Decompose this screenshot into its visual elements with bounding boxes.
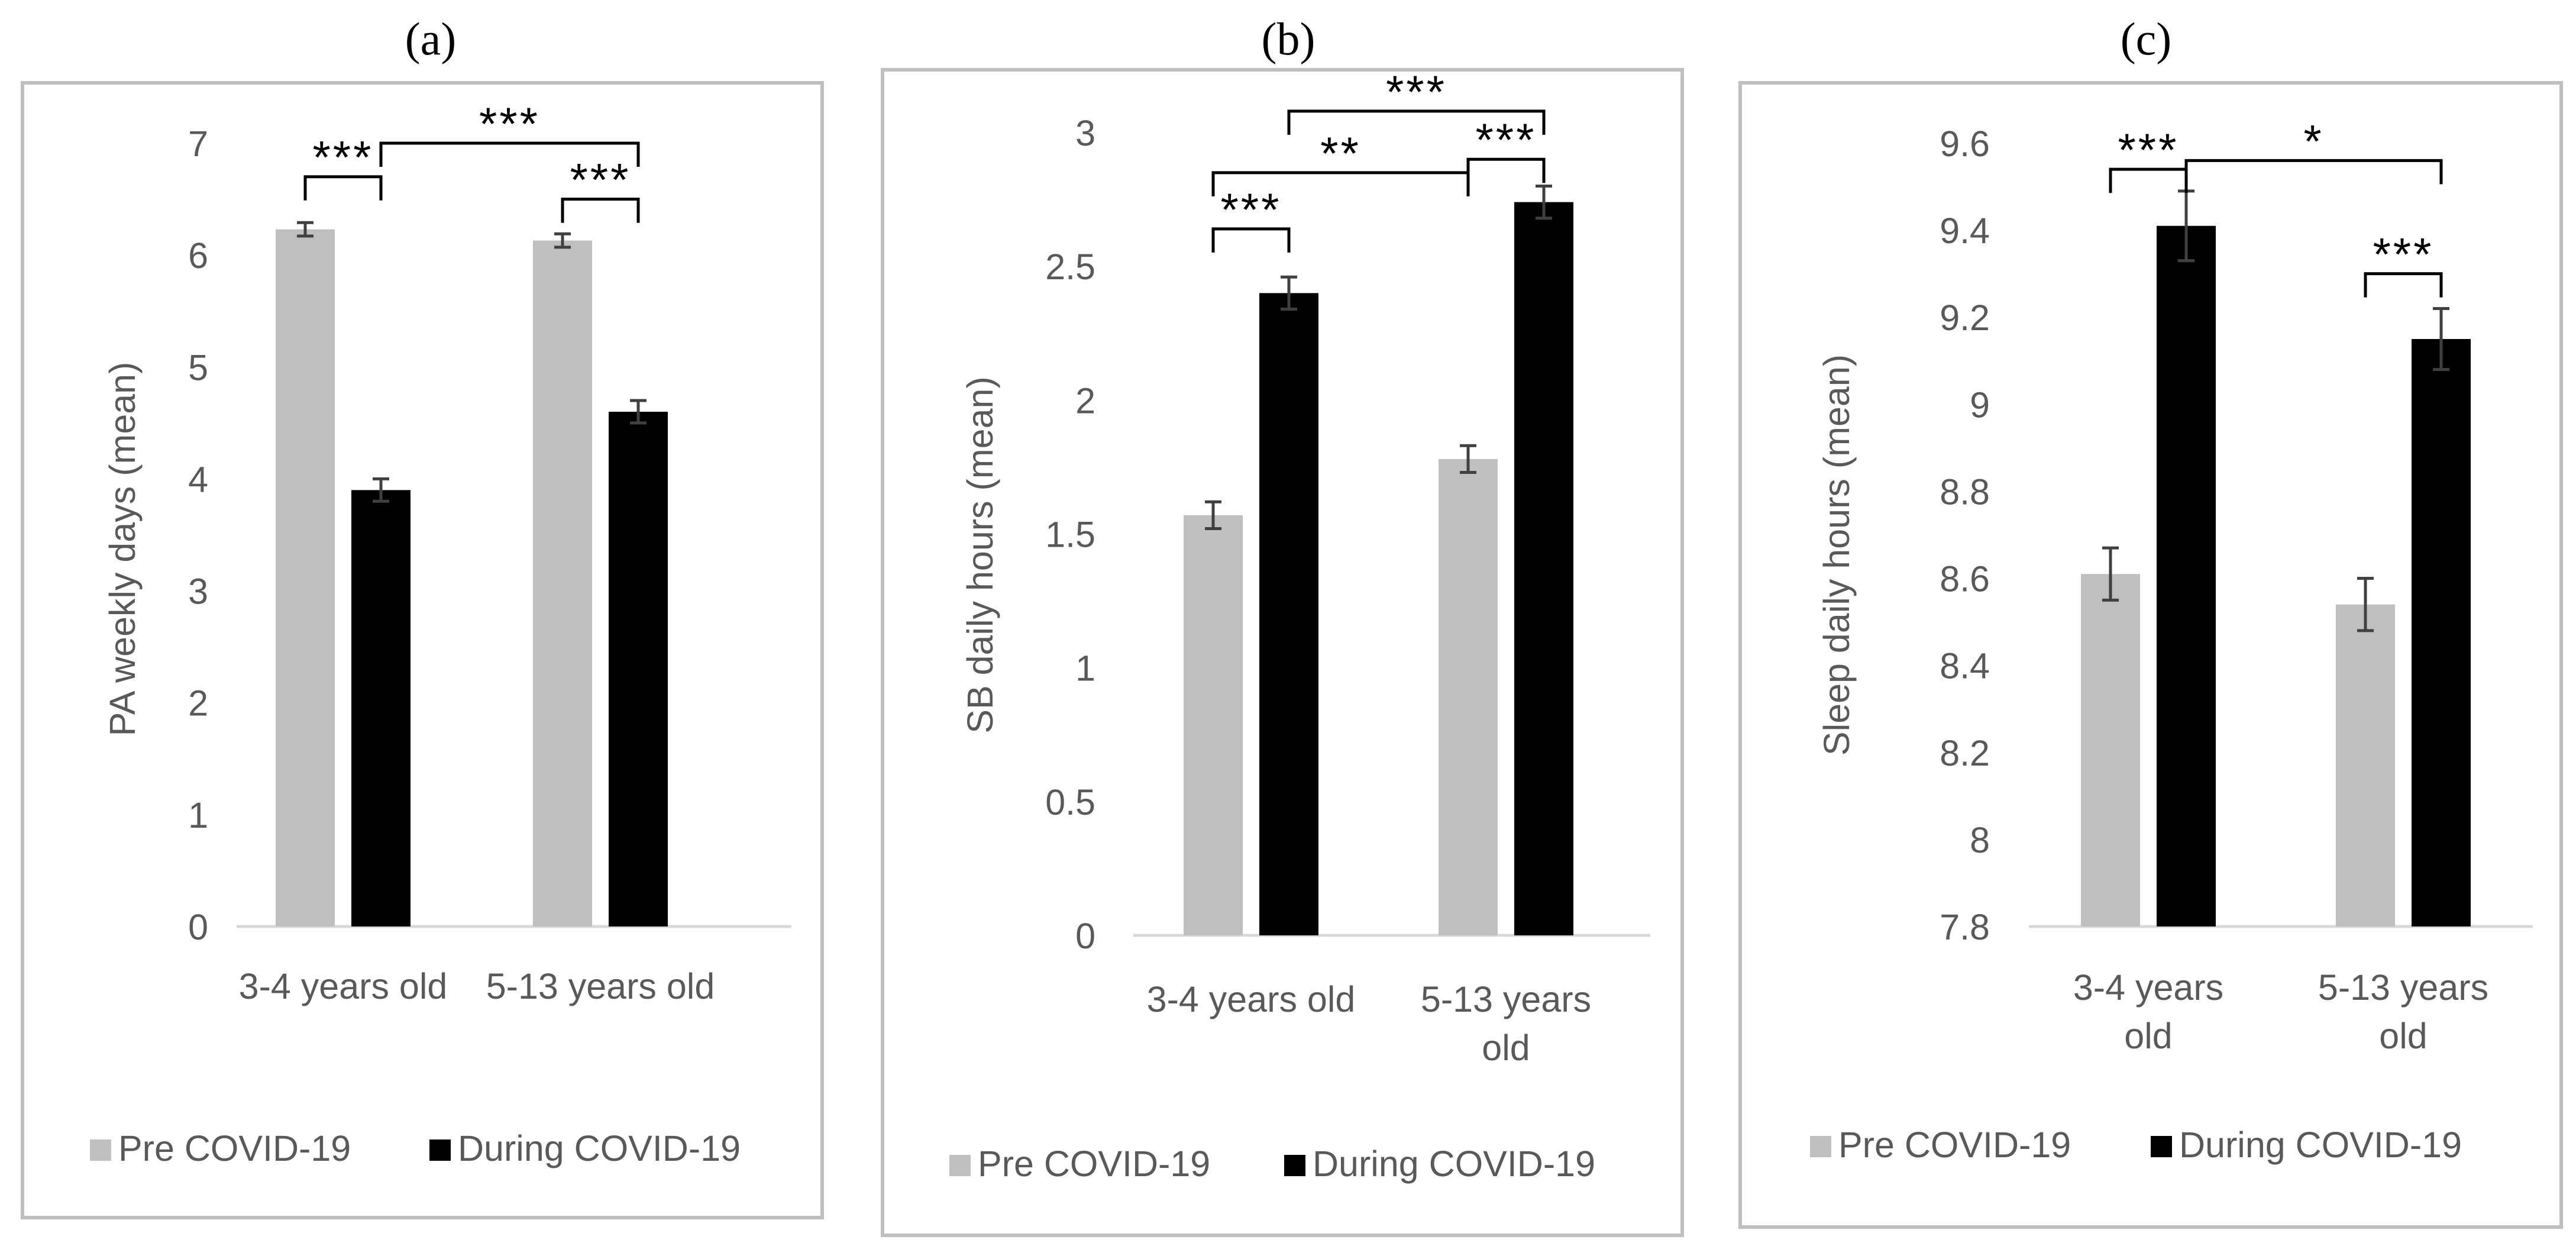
bar-pre-covid (533, 240, 592, 927)
significance-bracket (2184, 159, 2443, 185)
significance-bracket (2364, 272, 2443, 298)
y-tick-label: 4 (188, 459, 208, 499)
legend-b-during-swatch (1284, 1155, 1305, 1176)
y-tick-label: 5 (188, 347, 208, 388)
significance-bracket (303, 175, 383, 201)
x-category-label: old (2379, 1016, 2427, 1056)
x-category-label: old (1482, 1028, 1530, 1068)
y-tick-label: 7.8 (1940, 907, 1990, 947)
significance-label: *** (479, 98, 540, 150)
y-tick-label: 0.5 (1045, 782, 1095, 822)
y-tick-label: 3 (1075, 113, 1095, 153)
legend-c-pre-label: Pre COVID-19 (1838, 1125, 2071, 1165)
y-tick-label: 0 (188, 907, 208, 947)
significance-bracket (1211, 227, 1291, 253)
panel-a-frame (21, 81, 824, 1219)
y-tick-label: 9 (1970, 385, 1990, 425)
legend-c-pre-swatch (1810, 1136, 1831, 1157)
y-tick-label: 2.5 (1045, 247, 1095, 287)
significance-bracket (561, 198, 640, 223)
y-tick-label: 8 (1970, 820, 1990, 860)
significance-label: ** (1320, 127, 1361, 179)
legend-c-during-label: During COVID-19 (2179, 1125, 2462, 1165)
y-tick-label: 2 (188, 683, 208, 724)
significance-label: *** (312, 131, 373, 183)
y-tick-label: 1 (188, 795, 208, 835)
bar-during-covid (1259, 293, 1318, 935)
y-tick-label: 8.6 (1940, 559, 1990, 599)
significance-bracket (1287, 109, 1546, 135)
bar-pre-covid (1184, 515, 1243, 935)
x-category-label: 3-4 years old (1147, 979, 1356, 1019)
chart-a: 0 1 2 3 4 5 6 7 3-4 years old 5-13 years old *** **… (188, 98, 791, 1006)
panel-a-label: (a) (405, 13, 457, 64)
significance-label: *** (570, 154, 631, 206)
panel-b-label: (b) (1262, 13, 1316, 64)
x-category-label: 5-13 years (2318, 967, 2488, 1008)
legend-a-pre-swatch (90, 1139, 111, 1161)
bar-during-covid (351, 490, 411, 927)
legend-b-pre-label: Pre COVID-19 (978, 1144, 1210, 1184)
panel-c-label: (c) (2121, 13, 2172, 64)
y-tick-label: 7 (188, 124, 208, 164)
y-tick-label: 0 (1075, 916, 1095, 956)
bar-pre-covid (2081, 574, 2140, 927)
panel-c-frame (1738, 81, 2563, 1229)
x-category-label: 3-4 years old (239, 966, 448, 1006)
y-tick-label: 6 (188, 235, 208, 276)
bar-during-covid (1514, 202, 1573, 935)
chart-b: 0 0.5 1 1.5 2 2.5 3 3-4 years old 5-13 years old *… (1045, 66, 1650, 1068)
panel-b-ylabel: SB daily hours (mean) (960, 376, 1000, 733)
panel-b-frame (881, 68, 1684, 1237)
panel-a-ylabel: PA weekly days (mean) (102, 362, 143, 737)
legend-b-pre-swatch (949, 1155, 971, 1176)
y-tick-label: 9.4 (1940, 211, 1990, 251)
significance-label: * (2303, 115, 2323, 167)
y-tick-label: 9.6 (1940, 124, 1990, 164)
significance-label: *** (2118, 124, 2179, 176)
legend-c-during-swatch (2151, 1136, 2172, 1157)
x-category-label: old (2124, 1016, 2172, 1056)
bar-pre-covid (1439, 459, 1498, 935)
y-tick-label: 8.2 (1940, 733, 1990, 773)
y-tick-label: 8.8 (1940, 472, 1990, 512)
legend-a-during-swatch (429, 1139, 451, 1161)
chart-c: 7.8 8 8.2 8.4 8.6 8.8 9 9.2 9.4 9.6 3-4 years old 5-… (1940, 115, 2533, 1056)
panel-c-ylabel: Sleep daily hours (mean) (1817, 354, 1857, 756)
x-category-label: 3-4 years (2073, 967, 2223, 1008)
bar-pre-covid (276, 229, 335, 927)
bar-during-covid (2412, 339, 2471, 927)
legend-b-during-label: During COVID-19 (1313, 1144, 1595, 1184)
x-category-label: 5-13 years old (486, 966, 715, 1006)
bar-during-covid (2157, 225, 2216, 927)
significance-bracket (379, 141, 640, 167)
y-tick-label: 1 (1075, 648, 1095, 689)
bar-during-covid (609, 411, 668, 927)
significance-bracket (1211, 171, 1470, 196)
significance-label: *** (2373, 228, 2433, 280)
y-tick-label: 3 (188, 572, 208, 612)
significance-bracket (1466, 157, 1546, 183)
y-tick-label: 8.4 (1940, 646, 1990, 686)
y-tick-label: 1.5 (1045, 515, 1095, 555)
significance-label: *** (1220, 183, 1281, 235)
x-category-label: 5-13 years (1421, 979, 1591, 1019)
legend-a-during-label: During COVID-19 (458, 1128, 741, 1168)
legend-a-pre-label: Pre COVID-19 (118, 1128, 351, 1168)
y-tick-label: 9.2 (1940, 298, 1990, 338)
significance-label: *** (1386, 66, 1447, 118)
bar-pre-covid (2336, 604, 2395, 927)
y-tick-label: 2 (1075, 380, 1095, 421)
significance-label: *** (1475, 114, 1536, 166)
